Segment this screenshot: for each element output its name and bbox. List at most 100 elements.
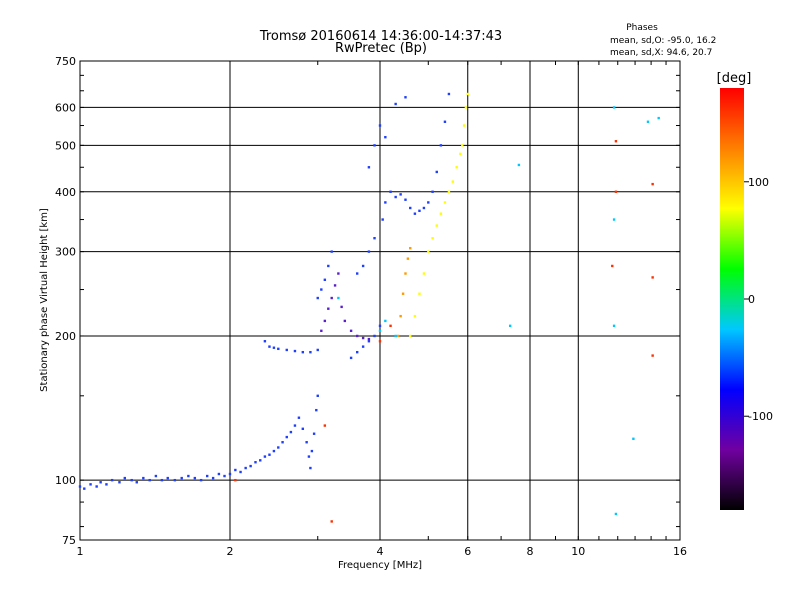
data-point xyxy=(612,218,616,221)
data-point xyxy=(259,459,262,462)
colorbar xyxy=(720,88,744,510)
data-point xyxy=(367,250,371,253)
data-point xyxy=(234,478,237,482)
data-point xyxy=(406,257,410,260)
data-point xyxy=(431,236,434,240)
data-point xyxy=(268,345,271,348)
stats-x-line: mean, sd,X: 94.6, 20.7 xyxy=(610,48,712,58)
data-point xyxy=(355,272,359,275)
data-point xyxy=(651,182,654,186)
data-point xyxy=(447,190,451,193)
data-point xyxy=(148,478,151,482)
data-point xyxy=(394,334,397,338)
data-point xyxy=(135,481,138,484)
data-point xyxy=(611,264,614,268)
data-point xyxy=(130,478,133,482)
data-point xyxy=(614,512,618,516)
grid-lines xyxy=(80,61,680,540)
data-point xyxy=(173,478,177,482)
data-point xyxy=(83,487,86,490)
data-point xyxy=(508,324,512,328)
data-point xyxy=(320,329,323,333)
data-point xyxy=(409,246,412,250)
data-point xyxy=(89,483,92,486)
data-point xyxy=(396,334,400,338)
colorbar-label: [deg] xyxy=(717,71,752,86)
data-point xyxy=(228,472,232,476)
scatter-series xyxy=(78,92,451,490)
data-point xyxy=(327,307,330,310)
data-point xyxy=(99,481,102,484)
data-point xyxy=(435,224,438,227)
data-point xyxy=(651,354,654,357)
x-tick-label: 8 xyxy=(527,545,534,558)
data-point xyxy=(651,276,654,279)
y-tick-label: 200 xyxy=(55,330,76,343)
data-point xyxy=(384,135,387,139)
y-tick-label: 400 xyxy=(55,186,76,199)
y-tick-label: 75 xyxy=(62,534,76,547)
chart-subtitle: RwPretec (Bp) xyxy=(335,41,427,56)
data-point xyxy=(367,166,371,169)
data-point xyxy=(285,435,288,439)
x-tick-label: 4 xyxy=(377,545,384,558)
data-point xyxy=(142,476,145,480)
data-point xyxy=(394,102,397,106)
data-point xyxy=(612,324,616,328)
data-point xyxy=(234,468,237,472)
data-point xyxy=(337,272,340,275)
data-point xyxy=(307,455,311,458)
data-point xyxy=(443,201,447,204)
data-point xyxy=(427,250,430,253)
stats-o-line: mean, sd,O: -95.0, 16.2 xyxy=(610,36,716,46)
data-point xyxy=(355,350,359,354)
data-point xyxy=(399,314,402,318)
x-tick-label: 16 xyxy=(673,545,687,558)
data-point xyxy=(378,324,382,328)
data-point xyxy=(78,485,82,488)
data-point xyxy=(409,206,412,210)
data-point xyxy=(413,212,417,215)
x-tick-label: 10 xyxy=(571,545,585,558)
data-point xyxy=(401,292,405,295)
data-point xyxy=(466,92,469,96)
data-point xyxy=(315,408,318,412)
data-point xyxy=(297,416,301,419)
data-point xyxy=(632,437,635,440)
data-points xyxy=(78,92,660,523)
data-point xyxy=(418,292,421,295)
data-point xyxy=(373,144,376,147)
data-point xyxy=(657,116,660,120)
data-point xyxy=(614,190,618,193)
data-point xyxy=(293,424,297,427)
scatter-series xyxy=(337,106,660,516)
data-point xyxy=(293,349,297,353)
data-point xyxy=(378,124,382,127)
data-point xyxy=(180,476,183,480)
data-point xyxy=(211,476,215,480)
scatter-series xyxy=(396,246,412,338)
data-point xyxy=(394,195,397,199)
data-point xyxy=(310,449,314,453)
data-point xyxy=(316,394,319,398)
data-point xyxy=(367,340,371,343)
data-point xyxy=(110,478,114,482)
data-point xyxy=(343,319,347,323)
data-point xyxy=(309,466,312,470)
data-point xyxy=(312,432,316,435)
data-point xyxy=(323,319,327,323)
data-point xyxy=(361,264,365,268)
data-point xyxy=(330,520,333,523)
data-point xyxy=(154,474,158,478)
y-tick-label: 500 xyxy=(55,139,76,152)
x-axis-label: Frequency [MHz] xyxy=(338,560,422,571)
data-point xyxy=(361,345,365,348)
data-point xyxy=(320,288,323,291)
data-point xyxy=(349,356,353,360)
chart-title: Tromsø 20160614 14:36:00-14:37:43 xyxy=(259,29,502,44)
colorbar-ticks: -100 0 100 xyxy=(744,176,773,423)
colorbar-tick-label: -100 xyxy=(748,410,773,423)
data-point xyxy=(361,336,365,340)
data-point xyxy=(612,106,616,109)
